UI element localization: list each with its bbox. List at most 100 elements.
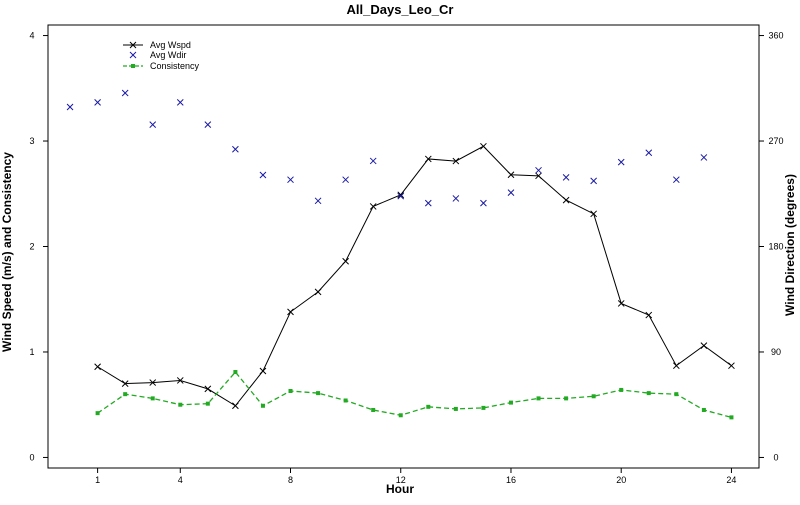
- consistency-point: [95, 411, 100, 416]
- avg-wdir-point: [535, 166, 542, 174]
- consistency-point: [508, 400, 513, 405]
- legend-item: Consistency: [123, 61, 200, 71]
- avg-wdir-point: [314, 197, 322, 205]
- avg-wdir-point: [66, 103, 74, 111]
- consistency-point: [178, 402, 183, 407]
- avg-wspd-point: [535, 172, 542, 180]
- x-tick-label: 24: [726, 475, 736, 485]
- y2-tick-label: 360: [768, 31, 783, 41]
- consistency-point: [729, 415, 734, 420]
- avg-wspd-point: [204, 385, 212, 393]
- avg-wdir-point: [149, 121, 157, 128]
- avg-wdir-point: [590, 177, 598, 185]
- x-tick-label: 20: [616, 475, 626, 485]
- avg-wspd-point: [369, 203, 377, 210]
- legend-label: Consistency: [150, 61, 200, 71]
- avg-wspd-point: [121, 380, 129, 387]
- avg-wspd-point: [287, 308, 294, 316]
- avg-wspd-line: [97, 145, 732, 407]
- consistency-point: [674, 392, 679, 397]
- y-tick-label: 0: [29, 452, 34, 462]
- consistency-point: [205, 401, 210, 406]
- consistency-point: [536, 396, 541, 401]
- legend-item: Avg Wdir: [129, 50, 186, 60]
- consistency-point: [150, 396, 155, 401]
- y2-tick-label: 270: [768, 136, 783, 146]
- avg-wspd-point: [562, 196, 570, 204]
- consistency-point: [619, 387, 624, 392]
- series-avg-wspd: [94, 142, 735, 410]
- avg-wdir-point: [480, 199, 487, 207]
- avg-wdir-point: [369, 157, 377, 165]
- avg-wdir-point: [232, 145, 239, 153]
- consistency-point: [233, 370, 238, 375]
- y-tick-label: 1: [29, 347, 34, 357]
- series-consistency: [95, 370, 734, 420]
- avg-wspd-point: [645, 311, 653, 319]
- y-tick-label: 2: [29, 242, 34, 252]
- y2-tick-label: 180: [768, 242, 783, 252]
- avg-wspd-point: [397, 191, 405, 199]
- avg-wspd-point: [94, 363, 101, 371]
- legend-swatch-marker: [131, 64, 135, 68]
- consistency-line: [97, 371, 732, 418]
- consistency-point: [564, 396, 569, 401]
- avg-wdir-point: [672, 176, 680, 184]
- y-tick-label: 4: [29, 31, 34, 41]
- chart-title: All_Days_Leo_Cr: [347, 2, 454, 17]
- y-right-axis-ticks: 0 90 180 270 360: [759, 31, 784, 462]
- avg-wdir-point: [287, 176, 294, 184]
- avg-wspd-point: [672, 362, 680, 370]
- legend-label: Avg Wspd: [150, 40, 191, 50]
- consistency-point: [316, 391, 321, 396]
- consistency-point: [591, 394, 596, 399]
- avg-wdir-point: [562, 174, 570, 181]
- avg-wspd-point: [617, 300, 625, 307]
- x-axis-label: Hour: [386, 482, 414, 496]
- consistency-point: [123, 392, 128, 397]
- avg-wspd-point: [342, 257, 349, 265]
- avg-wdir-point: [94, 98, 101, 106]
- y-left-axis-ticks: 0 1 2 3 4: [29, 31, 48, 462]
- avg-wdir-point: [617, 158, 625, 166]
- consistency-point: [371, 407, 376, 412]
- avg-wdir-point: [176, 98, 184, 106]
- y-right-axis-label: Wind Direction (degrees): [783, 174, 797, 316]
- avg-wspd-point: [232, 402, 239, 410]
- consistency-point: [481, 405, 486, 410]
- consistency-point: [260, 403, 265, 408]
- avg-wspd-point: [480, 142, 487, 150]
- x-tick-label: 8: [288, 475, 293, 485]
- legend-swatch-marker: [129, 51, 137, 59]
- avg-wspd-point: [259, 367, 267, 375]
- avg-wspd-point: [314, 288, 322, 296]
- x-tick-label: 16: [506, 475, 516, 485]
- series-avg-wdir: [66, 89, 708, 207]
- avg-wspd-point: [149, 379, 157, 386]
- avg-wspd-point: [176, 377, 184, 384]
- y-tick-label: 3: [29, 136, 34, 146]
- avg-wdir-point: [507, 189, 515, 196]
- plot-area-frame: [47, 24, 760, 469]
- avg-wdir-point: [342, 176, 349, 184]
- avg-wspd-point: [424, 155, 432, 163]
- y2-tick-label: 0: [773, 452, 778, 462]
- avg-wdir-point: [700, 154, 708, 161]
- avg-wdir-point: [645, 149, 653, 157]
- consistency-point: [426, 404, 431, 409]
- avg-wdir-point: [424, 199, 432, 207]
- legend-item: Avg Wspd: [123, 40, 191, 50]
- x-tick-label: 4: [178, 475, 183, 485]
- consistency-point: [343, 398, 348, 403]
- consistency-point: [453, 406, 458, 411]
- avg-wdir-point: [259, 171, 267, 179]
- avg-wspd-point: [700, 342, 708, 350]
- consistency-point: [646, 391, 651, 396]
- avg-wdir-point: [204, 121, 212, 128]
- avg-wspd-point: [590, 210, 598, 218]
- x-axis-ticks: 1 4 8 12 16 20 24: [95, 468, 736, 485]
- x-tick-label: 12: [396, 475, 406, 485]
